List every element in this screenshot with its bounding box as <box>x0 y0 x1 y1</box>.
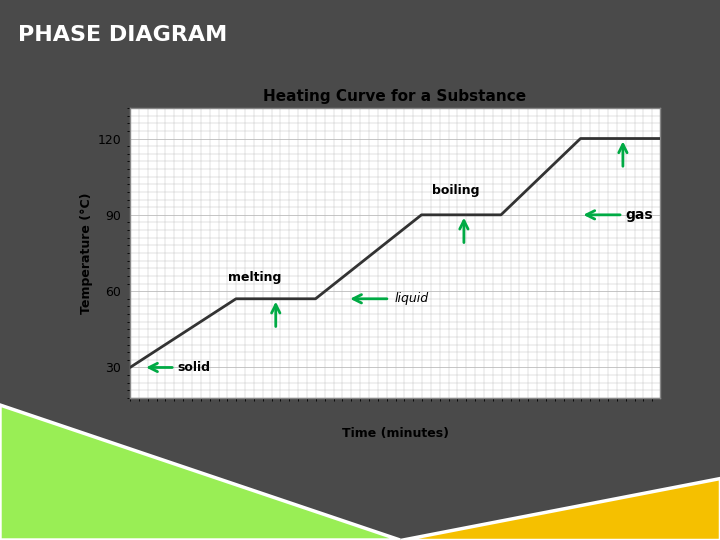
Polygon shape <box>400 478 720 540</box>
Text: boiling: boiling <box>432 184 480 197</box>
Text: liquid: liquid <box>395 292 429 305</box>
Text: Time (minutes): Time (minutes) <box>341 427 449 440</box>
Text: gas: gas <box>626 208 653 222</box>
Polygon shape <box>0 405 400 540</box>
Text: melting: melting <box>228 271 282 284</box>
Text: PHASE DIAGRAM: PHASE DIAGRAM <box>18 25 228 45</box>
Title: Heating Curve for a Substance: Heating Curve for a Substance <box>264 89 526 104</box>
Y-axis label: Temperature (°C): Temperature (°C) <box>80 192 93 314</box>
Text: solid: solid <box>178 361 211 374</box>
